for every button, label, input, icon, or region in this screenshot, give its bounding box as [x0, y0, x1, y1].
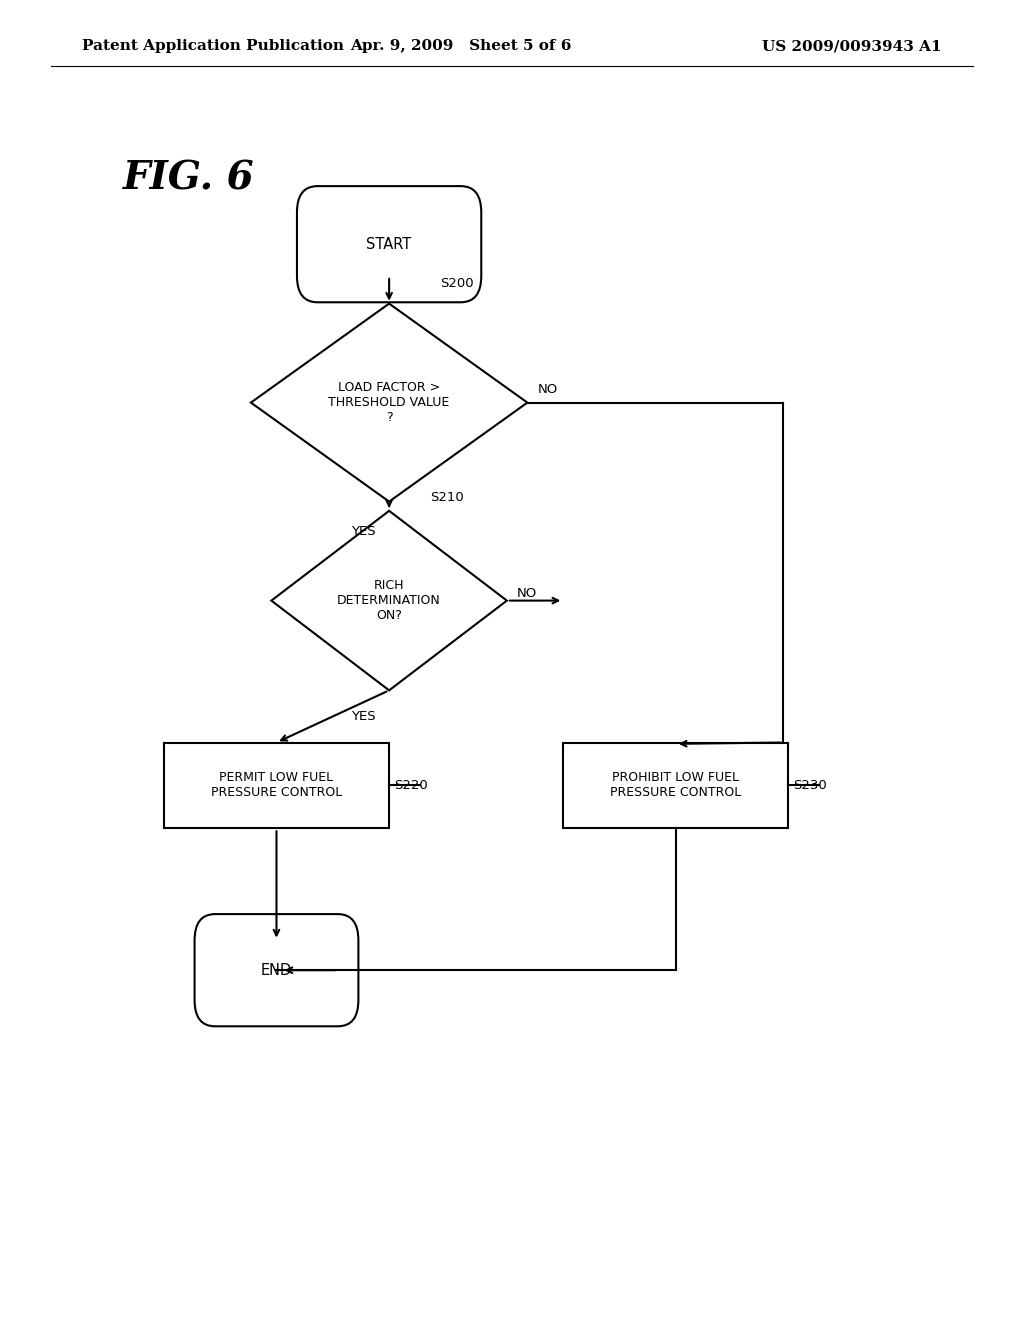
- Text: START: START: [367, 236, 412, 252]
- Text: PERMIT LOW FUEL
PRESSURE CONTROL: PERMIT LOW FUEL PRESSURE CONTROL: [211, 771, 342, 800]
- Text: US 2009/0093943 A1: US 2009/0093943 A1: [763, 40, 942, 53]
- Text: S210: S210: [430, 491, 464, 504]
- Text: PROHIBIT LOW FUEL
PRESSURE CONTROL: PROHIBIT LOW FUEL PRESSURE CONTROL: [610, 771, 741, 800]
- Polygon shape: [251, 304, 527, 502]
- Text: FIG. 6: FIG. 6: [123, 160, 255, 197]
- Bar: [563, 742, 788, 829]
- FancyBboxPatch shape: [297, 186, 481, 302]
- FancyBboxPatch shape: [195, 913, 358, 1027]
- Text: S220: S220: [394, 779, 428, 792]
- Text: S200: S200: [440, 277, 474, 290]
- Text: Apr. 9, 2009   Sheet 5 of 6: Apr. 9, 2009 Sheet 5 of 6: [350, 40, 571, 53]
- Text: YES: YES: [351, 525, 376, 539]
- Polygon shape: [271, 511, 507, 690]
- Text: NO: NO: [517, 587, 538, 601]
- Text: NO: NO: [538, 383, 558, 396]
- Text: END: END: [261, 962, 292, 978]
- Text: YES: YES: [351, 710, 376, 723]
- Text: S230: S230: [794, 779, 827, 792]
- Text: RICH
DETERMINATION
ON?: RICH DETERMINATION ON?: [337, 579, 441, 622]
- Bar: [164, 742, 389, 829]
- Text: LOAD FACTOR >
THRESHOLD VALUE
?: LOAD FACTOR > THRESHOLD VALUE ?: [329, 381, 450, 424]
- Text: Patent Application Publication: Patent Application Publication: [82, 40, 344, 53]
